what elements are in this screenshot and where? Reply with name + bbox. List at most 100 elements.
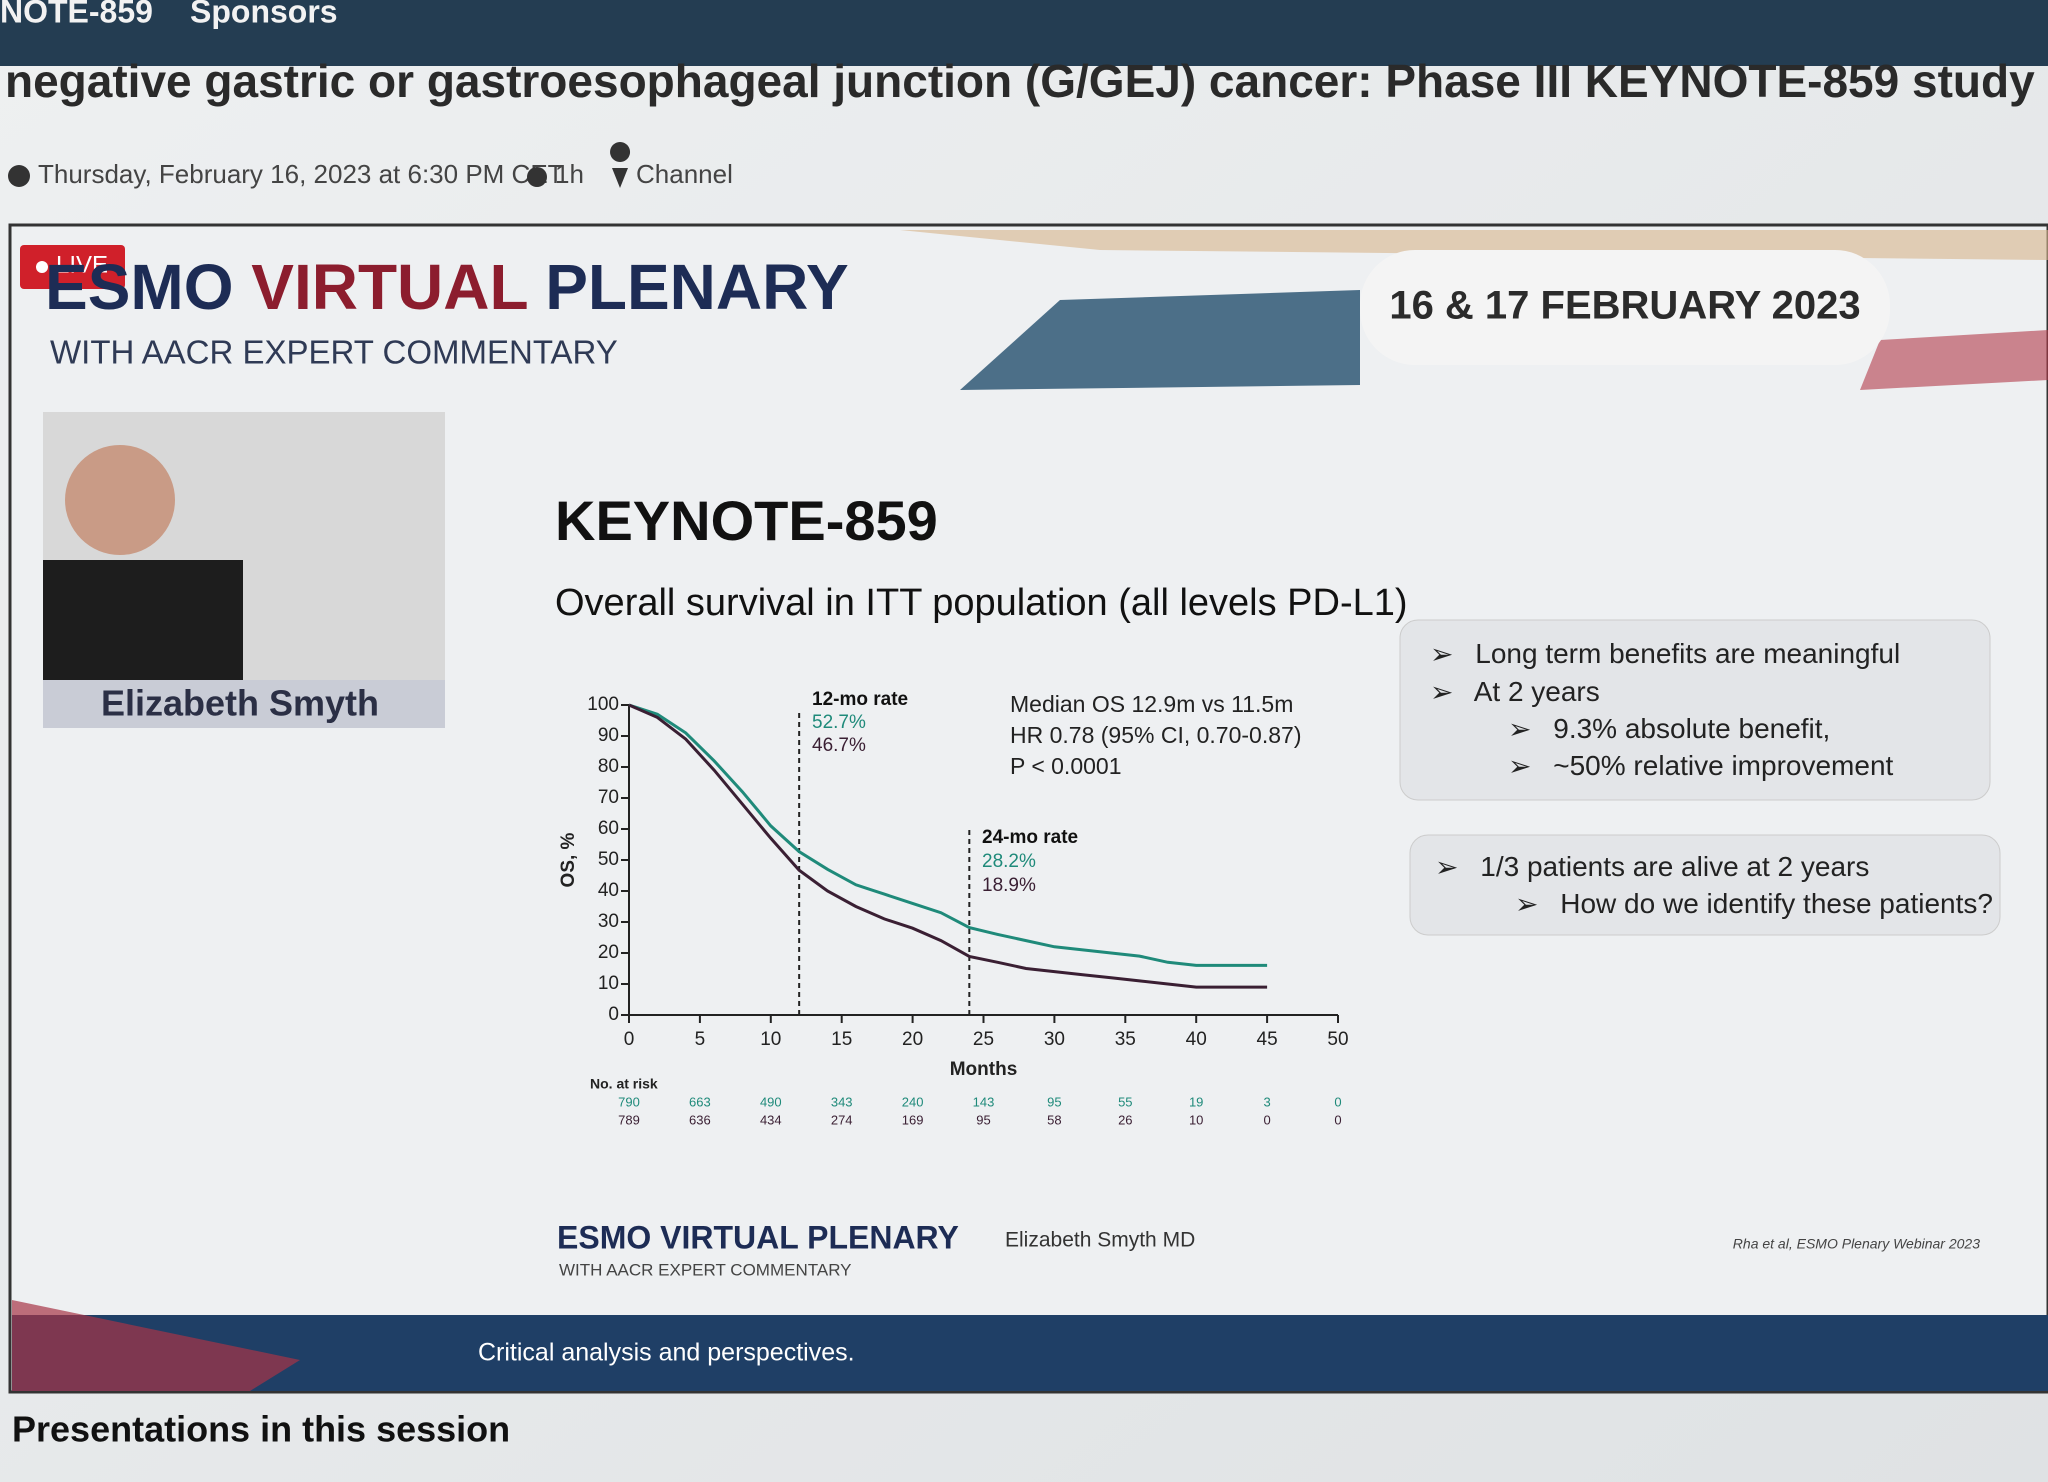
annotation: P < 0.0001 xyxy=(1010,753,1122,779)
sub-bullet: ➢ ~50% relative improvement xyxy=(1508,750,1894,781)
decor xyxy=(1860,330,2048,390)
clock-icon xyxy=(8,165,30,187)
at-risk-count: 55 xyxy=(1118,1094,1132,1109)
band-text: Critical analysis and perspectives. xyxy=(478,1339,855,1367)
nav-bar xyxy=(0,0,2048,66)
x-tick-label: 50 xyxy=(1327,1029,1348,1050)
y-tick-label: 70 xyxy=(598,787,619,808)
at-risk-count: 95 xyxy=(976,1112,990,1127)
at-risk-count: 274 xyxy=(831,1112,853,1127)
at-risk-count: 26 xyxy=(1118,1112,1132,1127)
at-risk-count: 95 xyxy=(1047,1094,1061,1109)
at-risk-count: 10 xyxy=(1189,1112,1203,1127)
video-frame[interactable] xyxy=(8,223,2048,1394)
date-pill xyxy=(1360,250,1890,365)
at-risk-count: 790 xyxy=(618,1094,640,1109)
y-tick-label: 50 xyxy=(598,849,619,870)
at-risk-count: 0 xyxy=(1263,1112,1270,1127)
at-risk-count: 0 xyxy=(1334,1112,1341,1127)
x-tick-label: 40 xyxy=(1186,1029,1207,1050)
y-tick-label: 60 xyxy=(598,818,619,839)
x-tick-label: 5 xyxy=(695,1029,706,1050)
brand: ESMO VIRTUAL PLENARY xyxy=(45,251,849,323)
at-risk-count: 240 xyxy=(902,1094,924,1109)
annotation: 24-mo rate xyxy=(982,827,1078,848)
annotation: 46.7% xyxy=(812,735,866,756)
at-risk-count: 434 xyxy=(760,1112,782,1127)
annotation: 18.9% xyxy=(982,875,1036,896)
band xyxy=(12,1315,2048,1391)
at-risk-count: 19 xyxy=(1189,1094,1203,1109)
event-channel[interactable]: Channel xyxy=(636,159,733,189)
at-risk-count: 490 xyxy=(760,1094,782,1109)
speaker-name: Elizabeth Smyth xyxy=(101,683,379,724)
x-tick-label: 10 xyxy=(760,1029,781,1050)
citation: Rha et al, ESMO Plenary Webinar 2023 xyxy=(1733,1236,1980,1252)
speaker-bar xyxy=(43,680,445,728)
at-risk-count: 636 xyxy=(689,1112,711,1127)
x-tick-label: 25 xyxy=(973,1029,994,1050)
at-risk-label: No. at risk xyxy=(590,1076,658,1092)
event-dates: 16 & 17 FEBRUARY 2023 xyxy=(1389,284,1860,328)
nav-item[interactable]: Sponsors xyxy=(190,0,338,29)
y-axis-label: OS, % xyxy=(558,832,579,887)
annotation: HR 0.78 (95% CI, 0.70-0.87) xyxy=(1010,722,1301,748)
bullet: ➢ At 2 years xyxy=(1430,676,1600,707)
annotation: 28.2% xyxy=(982,851,1036,872)
live-label: LIVE xyxy=(56,251,108,278)
annotation: 52.7% xyxy=(812,712,866,733)
y-tick-label: 80 xyxy=(598,756,619,777)
x-tick-label: 30 xyxy=(1044,1029,1065,1050)
timer-icon xyxy=(527,167,547,187)
at-risk-count: 663 xyxy=(689,1094,711,1109)
at-risk-count: 789 xyxy=(618,1112,640,1127)
at-risk-count: 3 xyxy=(1263,1094,1270,1109)
sub-bullet: ➢ 9.3% absolute benefit, xyxy=(1508,713,1830,744)
bullet-box xyxy=(1409,834,2001,936)
at-risk-count: 143 xyxy=(973,1094,995,1109)
decor xyxy=(960,290,1360,390)
section-title: Presentations in this session xyxy=(12,1409,510,1450)
event-duration: 1h xyxy=(555,159,584,189)
pin-icon xyxy=(610,142,631,188)
y-tick-label: 100 xyxy=(587,694,619,715)
speaker-figure xyxy=(43,560,243,680)
x-tick-label: 45 xyxy=(1257,1029,1278,1050)
page-title: negative gastric or gastroesophageal jun… xyxy=(5,55,2035,107)
y-tick-label: 30 xyxy=(598,911,619,932)
bullet: ➢ 1/3 patients are alive at 2 years xyxy=(1435,851,1869,882)
at-risk-count: 343 xyxy=(831,1094,853,1109)
footer-author: Elizabeth Smyth MD xyxy=(1005,1229,1195,1252)
chart-title: KEYNOTE-859 xyxy=(555,489,938,552)
x-tick-label: 15 xyxy=(831,1029,852,1050)
brand-sub: WITH AACR EXPERT COMMENTARY xyxy=(50,334,618,371)
live-badge xyxy=(20,245,125,289)
event-date: Thursday, February 16, 2023 at 6:30 PM C… xyxy=(38,159,564,189)
annotation: 12-mo rate xyxy=(812,689,908,710)
bullet-box xyxy=(1399,619,1991,801)
footer-brand: ESMO VIRTUAL PLENARY xyxy=(557,1219,959,1255)
annotation: Median OS 12.9m vs 11.5m xyxy=(1010,691,1293,717)
at-risk-count: 58 xyxy=(1047,1112,1061,1127)
bullet: ➢ Long term benefits are meaningful xyxy=(1430,638,1900,669)
speaker-head xyxy=(65,445,175,555)
chart-subtitle: Overall survival in ITT population (all … xyxy=(555,582,1408,624)
survival-curve xyxy=(628,703,1268,989)
x-axis-label: Months xyxy=(950,1059,1018,1080)
x-tick-label: 20 xyxy=(902,1029,923,1050)
y-tick-label: 0 xyxy=(608,1004,619,1025)
footer-brand-sub: WITH AACR EXPERT COMMENTARY xyxy=(559,1260,852,1279)
y-tick-label: 90 xyxy=(598,725,619,746)
survival-curve xyxy=(628,703,1268,967)
nav-item[interactable]: NOTE-859 xyxy=(0,0,153,29)
sub-bullet: ➢ How do we identify these patients? xyxy=(1515,888,1993,919)
y-tick-label: 20 xyxy=(598,942,619,963)
at-risk-count: 0 xyxy=(1334,1094,1341,1109)
y-tick-label: 10 xyxy=(598,973,619,994)
y-tick-label: 40 xyxy=(598,880,619,901)
at-risk-count: 169 xyxy=(902,1112,924,1127)
decor xyxy=(12,1300,300,1391)
